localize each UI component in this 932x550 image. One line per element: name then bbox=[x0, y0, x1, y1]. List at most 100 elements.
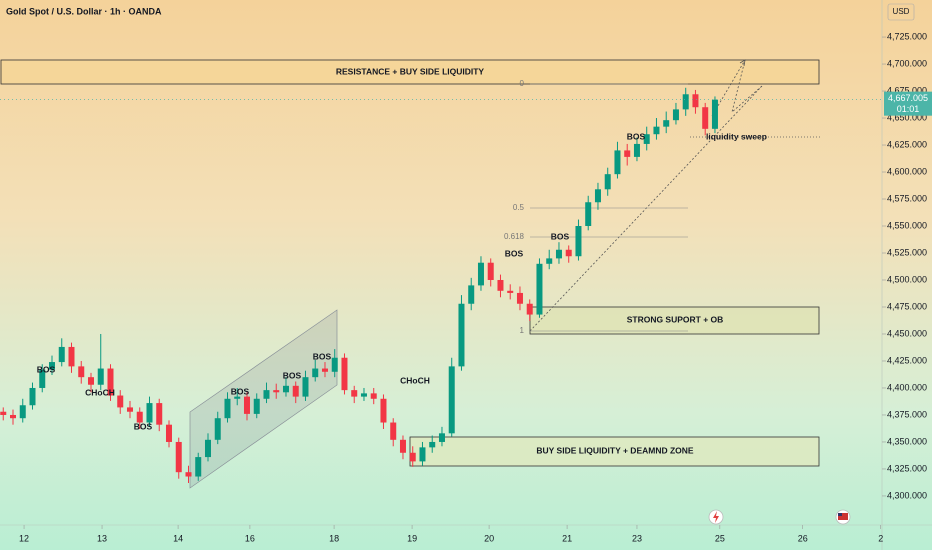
currency-box[interactable] bbox=[887, 3, 915, 21]
candle-body bbox=[195, 457, 202, 477]
x-tick-label: 18 bbox=[329, 533, 339, 543]
candle-body bbox=[399, 439, 406, 453]
y-tick-label: 4,525.000 bbox=[887, 247, 927, 257]
x-tick-label: 19 bbox=[407, 533, 417, 543]
last-price-tag bbox=[884, 91, 932, 116]
candle-body bbox=[156, 403, 163, 425]
candle-body bbox=[302, 377, 309, 397]
candle-body bbox=[555, 249, 562, 259]
candle-body bbox=[351, 390, 358, 397]
candle-body bbox=[390, 422, 397, 440]
candle-body bbox=[29, 387, 36, 406]
candle-body bbox=[711, 99, 718, 129]
candle-body bbox=[87, 377, 94, 385]
fib-label: 1 bbox=[520, 326, 525, 335]
annotation: BOS bbox=[505, 248, 524, 258]
candle-body bbox=[321, 368, 328, 372]
flag-icon bbox=[838, 513, 842, 516]
last-price-label: 4,667.005 bbox=[888, 93, 928, 103]
annotation: BOS bbox=[134, 421, 153, 431]
channel bbox=[189, 309, 338, 489]
candle-body bbox=[292, 385, 299, 397]
candle-body bbox=[458, 303, 465, 367]
y-tick-label: 4,500.000 bbox=[887, 274, 927, 284]
y-tick-label: 4,450.000 bbox=[887, 328, 927, 338]
candle-body bbox=[448, 366, 455, 434]
candle-body bbox=[224, 398, 231, 419]
chart-title: Gold Spot / U.S. Dollar · 1h · OANDA bbox=[6, 6, 162, 16]
y-tick-label: 4,400.000 bbox=[887, 382, 927, 392]
annotation: CHoCH bbox=[400, 375, 430, 385]
candle-body bbox=[341, 357, 348, 391]
candle-body bbox=[702, 107, 709, 129]
y-tick-label: 4,700.000 bbox=[887, 58, 927, 68]
y-tick-label: 4,575.000 bbox=[887, 193, 927, 203]
countdown: 01:01 bbox=[897, 104, 920, 114]
annotation: STRONG SUPORT + OB bbox=[627, 314, 724, 324]
candle-body bbox=[419, 447, 426, 462]
candle-body bbox=[0, 411, 7, 415]
event-icon-glyph bbox=[713, 511, 719, 523]
candle-body bbox=[48, 362, 55, 370]
candle-body bbox=[370, 393, 377, 399]
candle-body bbox=[107, 368, 114, 396]
candle-body bbox=[487, 262, 494, 280]
x-tick-label: 16 bbox=[245, 533, 255, 543]
candle-body bbox=[546, 258, 553, 264]
trendline bbox=[529, 85, 763, 332]
candle-body bbox=[643, 134, 650, 144]
candle-body bbox=[39, 369, 46, 388]
candle-body bbox=[19, 405, 26, 419]
y-tick-label: 4,675.000 bbox=[887, 85, 927, 95]
candle-body bbox=[468, 285, 475, 304]
candle-body bbox=[117, 395, 124, 408]
candle-body bbox=[585, 202, 592, 227]
y-tick-label: 4,625.000 bbox=[887, 139, 927, 149]
candle-body bbox=[234, 396, 241, 399]
candle-body bbox=[614, 150, 621, 175]
candle-body bbox=[214, 418, 221, 440]
arrow-head bbox=[739, 59, 746, 67]
candle-body bbox=[312, 368, 319, 378]
x-tick-label: 20 bbox=[484, 533, 494, 543]
candle-body bbox=[692, 94, 699, 108]
annotation: liquidity sweep bbox=[706, 131, 767, 141]
candle-body bbox=[438, 433, 445, 442]
candle-body bbox=[594, 189, 601, 203]
x-tick-label: 12 bbox=[19, 533, 29, 543]
axes: 4,300.000 4,325.000 4,350.000 4,375.000 4,40… bbox=[0, 31, 932, 543]
y-tick-label: 4,600.000 bbox=[887, 166, 927, 176]
candle-body bbox=[273, 390, 280, 393]
annotation: BOS bbox=[627, 131, 646, 141]
candle-body bbox=[575, 226, 582, 257]
annotation: BOS bbox=[283, 370, 302, 380]
resistance-zone bbox=[0, 59, 820, 85]
flag-icon bbox=[838, 513, 848, 520]
candle-body bbox=[146, 403, 153, 423]
candle-body bbox=[331, 357, 338, 372]
candle-body bbox=[409, 452, 416, 462]
candle-body bbox=[175, 441, 182, 473]
fib-label: 0.5 bbox=[513, 203, 525, 212]
x-tick-label: 23 bbox=[632, 533, 642, 543]
candle-body bbox=[526, 303, 533, 315]
candle-body bbox=[58, 346, 65, 363]
y-tick-label: 4,475.000 bbox=[887, 301, 927, 311]
x-tick-label: 2 bbox=[878, 533, 883, 543]
annotation: BOS bbox=[551, 231, 570, 241]
y-tick-label: 4,325.000 bbox=[887, 463, 927, 473]
candle-body bbox=[185, 472, 192, 477]
support-zone bbox=[529, 306, 820, 335]
candle-body bbox=[204, 439, 211, 458]
candle-body bbox=[282, 385, 289, 393]
candle-body bbox=[663, 120, 670, 127]
x-tick-label: 13 bbox=[97, 533, 107, 543]
candle-body bbox=[126, 407, 133, 412]
candle-body bbox=[516, 292, 523, 304]
x-tick-label: 21 bbox=[562, 533, 572, 543]
candle-body bbox=[536, 263, 543, 315]
currency[interactable]: USD bbox=[893, 7, 910, 16]
candle-body bbox=[624, 150, 631, 157]
candle-body bbox=[380, 398, 387, 423]
